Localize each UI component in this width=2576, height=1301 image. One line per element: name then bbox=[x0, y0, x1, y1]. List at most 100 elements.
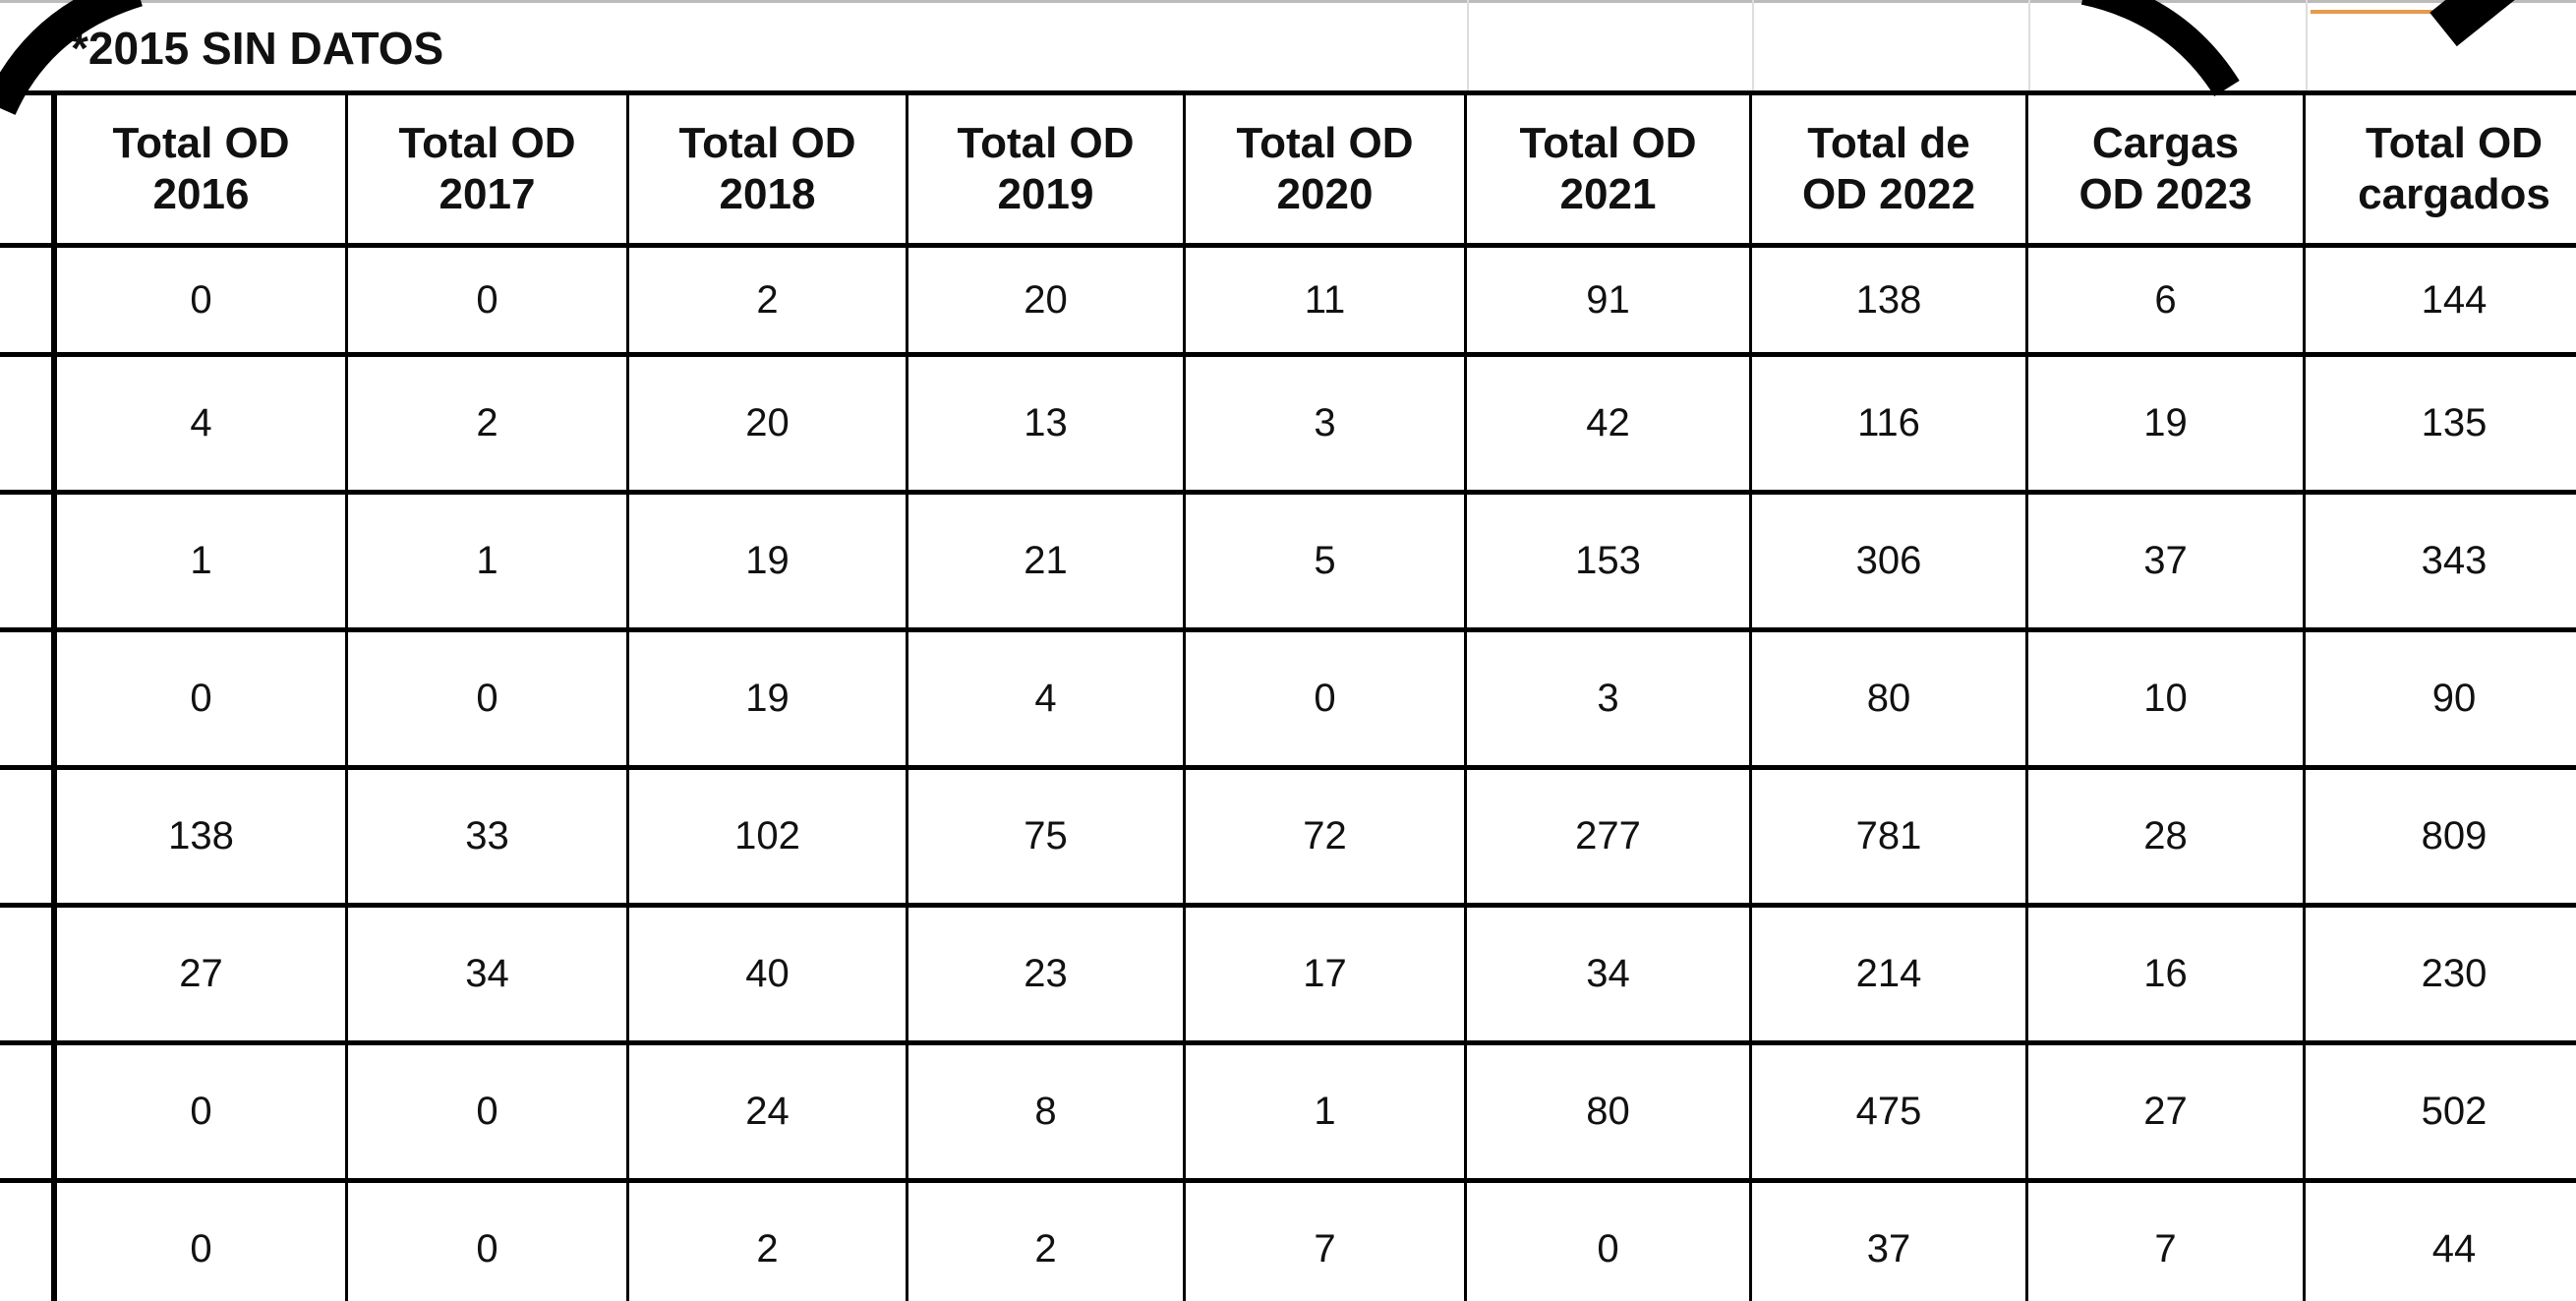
header-text: 2019 bbox=[997, 170, 1094, 218]
data-cell: 44 bbox=[2306, 1178, 2576, 1301]
data-cell: 4 bbox=[57, 352, 348, 490]
header-text: 2016 bbox=[152, 170, 250, 218]
data-cell: 0 bbox=[57, 1178, 348, 1301]
header-text: cargados bbox=[2358, 170, 2550, 218]
data-cell: 502 bbox=[2306, 1040, 2576, 1178]
data-cell: 1 bbox=[348, 490, 629, 627]
row-header-stub bbox=[0, 490, 57, 627]
data-cell: 0 bbox=[57, 243, 348, 352]
data-cell: 80 bbox=[1752, 627, 2028, 765]
data-cell: 138 bbox=[1752, 243, 2028, 352]
data-cell: 19 bbox=[629, 627, 908, 765]
data-cell: 4 bbox=[908, 627, 1186, 765]
data-cell: 153 bbox=[1467, 490, 1752, 627]
data-cell: 3 bbox=[1467, 627, 1752, 765]
row-header-stub bbox=[0, 352, 57, 490]
header-text: Total OD bbox=[112, 119, 290, 167]
data-cell: 781 bbox=[1752, 765, 2028, 903]
data-cell: 7 bbox=[2028, 1178, 2306, 1301]
header-cell: Total OD cargados bbox=[2306, 90, 2576, 243]
stroke bbox=[0, 0, 144, 116]
data-cell: 80 bbox=[1467, 1040, 1752, 1178]
data-cell: 7 bbox=[1186, 1178, 1467, 1301]
data-cell: 306 bbox=[1752, 490, 2028, 627]
header-text: 2017 bbox=[439, 170, 536, 218]
data-cell: 20 bbox=[629, 352, 908, 490]
light-grid bbox=[2306, 0, 2308, 90]
data-cell: 72 bbox=[1186, 765, 1467, 903]
data-cell: 19 bbox=[2028, 352, 2306, 490]
header-cell: Total OD 2018 bbox=[629, 90, 908, 243]
data-cell: 6 bbox=[2028, 243, 2306, 352]
row-header-stub bbox=[0, 1178, 57, 1301]
header-text: Total OD bbox=[678, 119, 856, 167]
data-cell: 17 bbox=[1186, 903, 1467, 1040]
data-cell: 75 bbox=[908, 765, 1186, 903]
data-cell: 0 bbox=[348, 1178, 629, 1301]
data-cell: 102 bbox=[629, 765, 908, 903]
data-cell: 42 bbox=[1467, 352, 1752, 490]
header-text: Total OD bbox=[1236, 119, 1414, 167]
header-text: Total OD bbox=[398, 119, 576, 167]
header-text: OD 2023 bbox=[2078, 170, 2253, 218]
header-text: Cargas bbox=[2091, 119, 2240, 167]
light-grid bbox=[1752, 0, 1754, 90]
data-cell: 13 bbox=[908, 352, 1186, 490]
note: *2015 SIN DATOS bbox=[71, 23, 444, 74]
data-cell: 16 bbox=[2028, 903, 2306, 1040]
data-cell: 40 bbox=[629, 903, 908, 1040]
stroke bbox=[2430, 0, 2515, 47]
data-cell: 21 bbox=[908, 490, 1186, 627]
data-cell: 343 bbox=[2306, 490, 2576, 627]
header-cell: Total OD 2016 bbox=[57, 90, 348, 243]
data-cell: 37 bbox=[2028, 490, 2306, 627]
data-cell: 37 bbox=[1752, 1178, 2028, 1301]
data-cell: 0 bbox=[348, 627, 629, 765]
data-cell: 2 bbox=[348, 352, 629, 490]
header-text: Total de bbox=[1807, 119, 1970, 167]
header-cell: Total OD 2020 bbox=[1186, 90, 1467, 243]
data-cell: 3 bbox=[1186, 352, 1467, 490]
stroke bbox=[2080, 0, 2240, 97]
data-cell: 10 bbox=[2028, 627, 2306, 765]
data-cell: 0 bbox=[1467, 1178, 1752, 1301]
header-text: Total OD bbox=[1519, 119, 1697, 167]
data-cell: 135 bbox=[2306, 352, 2576, 490]
row-header-stub bbox=[0, 243, 57, 352]
data-cell: 230 bbox=[2306, 903, 2576, 1040]
data-cell: 23 bbox=[908, 903, 1186, 1040]
data-cell: 27 bbox=[57, 903, 348, 1040]
data-cell: 90 bbox=[2306, 627, 2576, 765]
data-cell: 144 bbox=[2306, 243, 2576, 352]
row-header-stub bbox=[0, 903, 57, 1040]
header-text: OD 2022 bbox=[1801, 170, 1976, 218]
orange-marker bbox=[2311, 10, 2433, 14]
data-cell: 33 bbox=[348, 765, 629, 903]
data-cell: 8 bbox=[908, 1040, 1186, 1178]
data-cell: 2 bbox=[908, 1178, 1186, 1301]
grid-top-row bbox=[0, 0, 2576, 90]
header-text: 2018 bbox=[719, 170, 816, 218]
data-cell: 0 bbox=[1186, 627, 1467, 765]
header-cell: Total de OD 2022 bbox=[1752, 90, 2028, 243]
data-cell: 116 bbox=[1752, 352, 2028, 490]
row-header-stub bbox=[0, 90, 57, 243]
data-cell: 1 bbox=[1186, 1040, 1467, 1178]
row-header-stub bbox=[0, 765, 57, 903]
data-cell: 1 bbox=[57, 490, 348, 627]
data-cell: 34 bbox=[348, 903, 629, 1040]
data-cell: 0 bbox=[57, 1040, 348, 1178]
header-text: Total OD bbox=[957, 119, 1135, 167]
data-cell: 20 bbox=[908, 243, 1186, 352]
data-cell: 24 bbox=[629, 1040, 908, 1178]
header-cell: Cargas OD 2023 bbox=[2028, 90, 2306, 243]
data-cell: 0 bbox=[348, 243, 629, 352]
data-cell: 138 bbox=[57, 765, 348, 903]
header-cell: Total OD 2017 bbox=[348, 90, 629, 243]
data-cell: 19 bbox=[629, 490, 908, 627]
header-text: Total OD bbox=[2365, 119, 2544, 167]
data-cell: 11 bbox=[1186, 243, 1467, 352]
data-cell: 0 bbox=[348, 1040, 629, 1178]
